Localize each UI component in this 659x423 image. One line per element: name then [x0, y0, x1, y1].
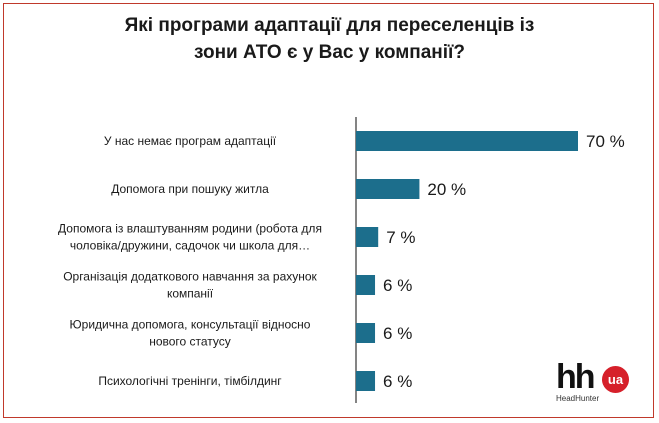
category-label-line: У нас немає програм адаптації [104, 134, 277, 148]
category-label-0: У нас немає програм адаптації [104, 134, 277, 148]
value-label-3: 6 % [383, 276, 412, 295]
value-label-5: 6 % [383, 372, 412, 391]
bar-0 [356, 131, 578, 151]
bar-3 [356, 275, 376, 295]
headhunter-logo: hh ua HeadHunter [556, 358, 636, 406]
category-label-line: чоловіка/дружини, садочок чи школа для… [70, 239, 310, 253]
category-label-line: Юридична допомога, консультації відносно [70, 318, 311, 332]
category-label-line: Психологічні тренінги, тімбілдинг [98, 374, 282, 388]
bar-5 [356, 371, 376, 391]
category-label-1: Допомога при пошуку житла [111, 182, 269, 196]
value-label-4: 6 % [383, 324, 412, 343]
category-label-2: Допомога із влаштуванням родини (робота … [58, 222, 322, 253]
logo-badge: ua [602, 366, 629, 393]
value-label-0: 70 % [586, 132, 625, 151]
category-label-line: нового статусу [149, 335, 231, 349]
category-label-line: Організація додаткового навчання за раху… [63, 270, 317, 284]
logo-subtitle: HeadHunter [556, 394, 600, 403]
value-label-1: 20 % [427, 180, 466, 199]
category-label-line: компанії [167, 287, 214, 301]
logo-mark: hh [556, 358, 596, 396]
bar-2 [356, 227, 379, 247]
category-label-3: Організація додаткового навчання за раху… [63, 270, 317, 301]
chart-title: Які програми адаптації для переселенців … [0, 12, 659, 66]
category-label-line: Допомога при пошуку житла [111, 182, 269, 196]
bar-4 [356, 323, 376, 343]
value-label-2: 7 % [386, 228, 415, 247]
bar-1 [356, 179, 420, 199]
chart-title-line-1: Які програми адаптації для переселенців … [124, 15, 535, 36]
category-label-5: Психологічні тренінги, тімбілдинг [98, 374, 282, 388]
chart-title-line-2: зони АТО є у Вас у компанії? [194, 42, 465, 63]
category-label-line: Допомога із влаштуванням родини (робота … [58, 222, 322, 236]
category-label-4: Юридична допомога, консультації відносно… [70, 318, 311, 349]
chart-frame [3, 3, 654, 418]
